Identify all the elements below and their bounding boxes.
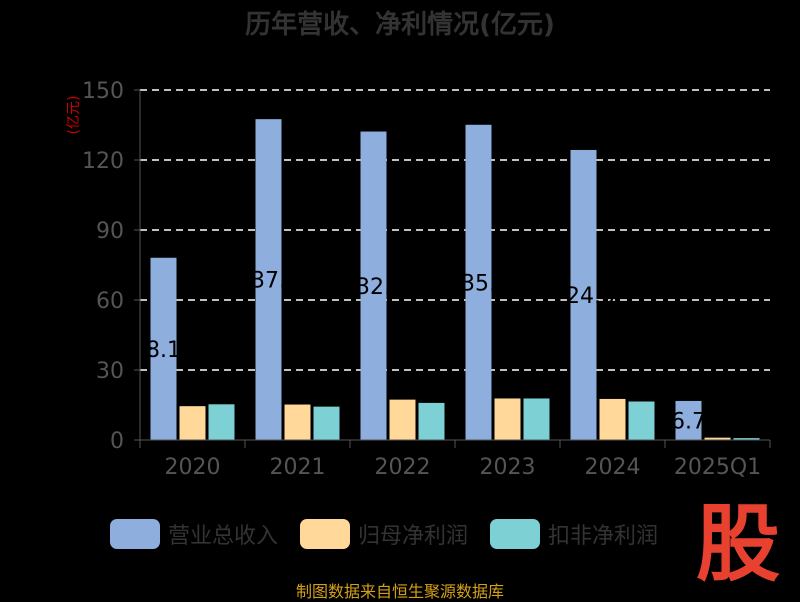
legend-swatch-net-profit bbox=[300, 519, 351, 549]
grid-lines bbox=[140, 89, 770, 371]
legend-item-revenue[interactable]: 营业总收入 bbox=[110, 518, 278, 550]
x-tick-label: 2025Q1 bbox=[674, 455, 761, 480]
y-tick-label: 120 bbox=[82, 149, 124, 174]
data-label-2020: 78.11 bbox=[132, 338, 195, 363]
legend-label-revenue: 营业总收入 bbox=[168, 524, 279, 549]
bar-1-2024 bbox=[599, 398, 626, 440]
x-tick-label: 2022 bbox=[375, 455, 431, 480]
bar-1-2022 bbox=[389, 399, 416, 440]
legend: 营业总收入 归母净利润 扣非净利润 bbox=[110, 518, 680, 550]
axes: 0 30 60 90 120 150(亿元) 2020 2021 2022 2023 2024 202… bbox=[66, 79, 771, 480]
bar-2-2023 bbox=[523, 398, 550, 440]
bar-1-2025Q1 bbox=[704, 437, 731, 440]
y-tick-label: 60 bbox=[96, 289, 124, 314]
legend-label-net-profit: 归母净利润 bbox=[358, 524, 469, 549]
y-tick-label: 90 bbox=[96, 219, 124, 244]
source-note: 制图数据来自恒生聚源数据库 bbox=[295, 582, 504, 601]
bar-2-2024 bbox=[628, 401, 655, 440]
x-tick-label: 2021 bbox=[270, 455, 326, 480]
data-label-2024: 124.3 bbox=[552, 284, 615, 309]
bar-0-2023 bbox=[465, 124, 492, 441]
y-tick-label: 0 bbox=[110, 429, 124, 454]
x-tick-label: 2020 bbox=[165, 455, 221, 480]
chart-title: 历年营收、净利情况(亿元) bbox=[245, 10, 555, 40]
y-axis-label: (亿元) bbox=[66, 96, 82, 135]
bar-0-2020 bbox=[150, 257, 177, 440]
bar-2-2025Q1 bbox=[733, 438, 760, 440]
bar-2-2022 bbox=[418, 402, 445, 440]
legend-swatch-deducted-profit bbox=[490, 519, 541, 549]
bar-1-2023 bbox=[494, 398, 521, 440]
bar-0-2021 bbox=[255, 119, 282, 441]
data-label-2025Q1: 16.74 bbox=[657, 409, 720, 434]
y-tick-label: 150 bbox=[82, 79, 124, 104]
bar-0-2025Q1 bbox=[675, 400, 702, 440]
legend-label-deducted-profit: 扣非净利润 bbox=[548, 524, 659, 549]
data-label-2021: 137.5 bbox=[237, 269, 300, 294]
legend-item-net-profit[interactable]: 归母净利润 bbox=[300, 518, 468, 550]
bar-2-2020 bbox=[208, 404, 235, 440]
legend-swatch-revenue bbox=[110, 519, 160, 549]
data-labels: 78.11 137.5 132.2 135.1 124.3 16.74 bbox=[132, 269, 720, 435]
bar-1-2020 bbox=[179, 406, 206, 440]
x-tick-label: 2023 bbox=[480, 455, 536, 480]
data-label-2022: 132.2 bbox=[342, 275, 405, 300]
x-tick-label: 2024 bbox=[585, 455, 641, 480]
bar-1-2021 bbox=[284, 404, 311, 440]
brand-logo: 股 bbox=[695, 495, 780, 593]
y-tick-label: 30 bbox=[96, 359, 124, 384]
bar-0-2022 bbox=[360, 131, 387, 441]
bar-0-2024 bbox=[570, 149, 597, 440]
legend-item-deducted-profit[interactable]: 扣非净利润 bbox=[490, 518, 658, 550]
bars bbox=[150, 119, 760, 441]
data-label-2023: 135.1 bbox=[447, 271, 510, 296]
bar-2-2021 bbox=[313, 406, 340, 440]
